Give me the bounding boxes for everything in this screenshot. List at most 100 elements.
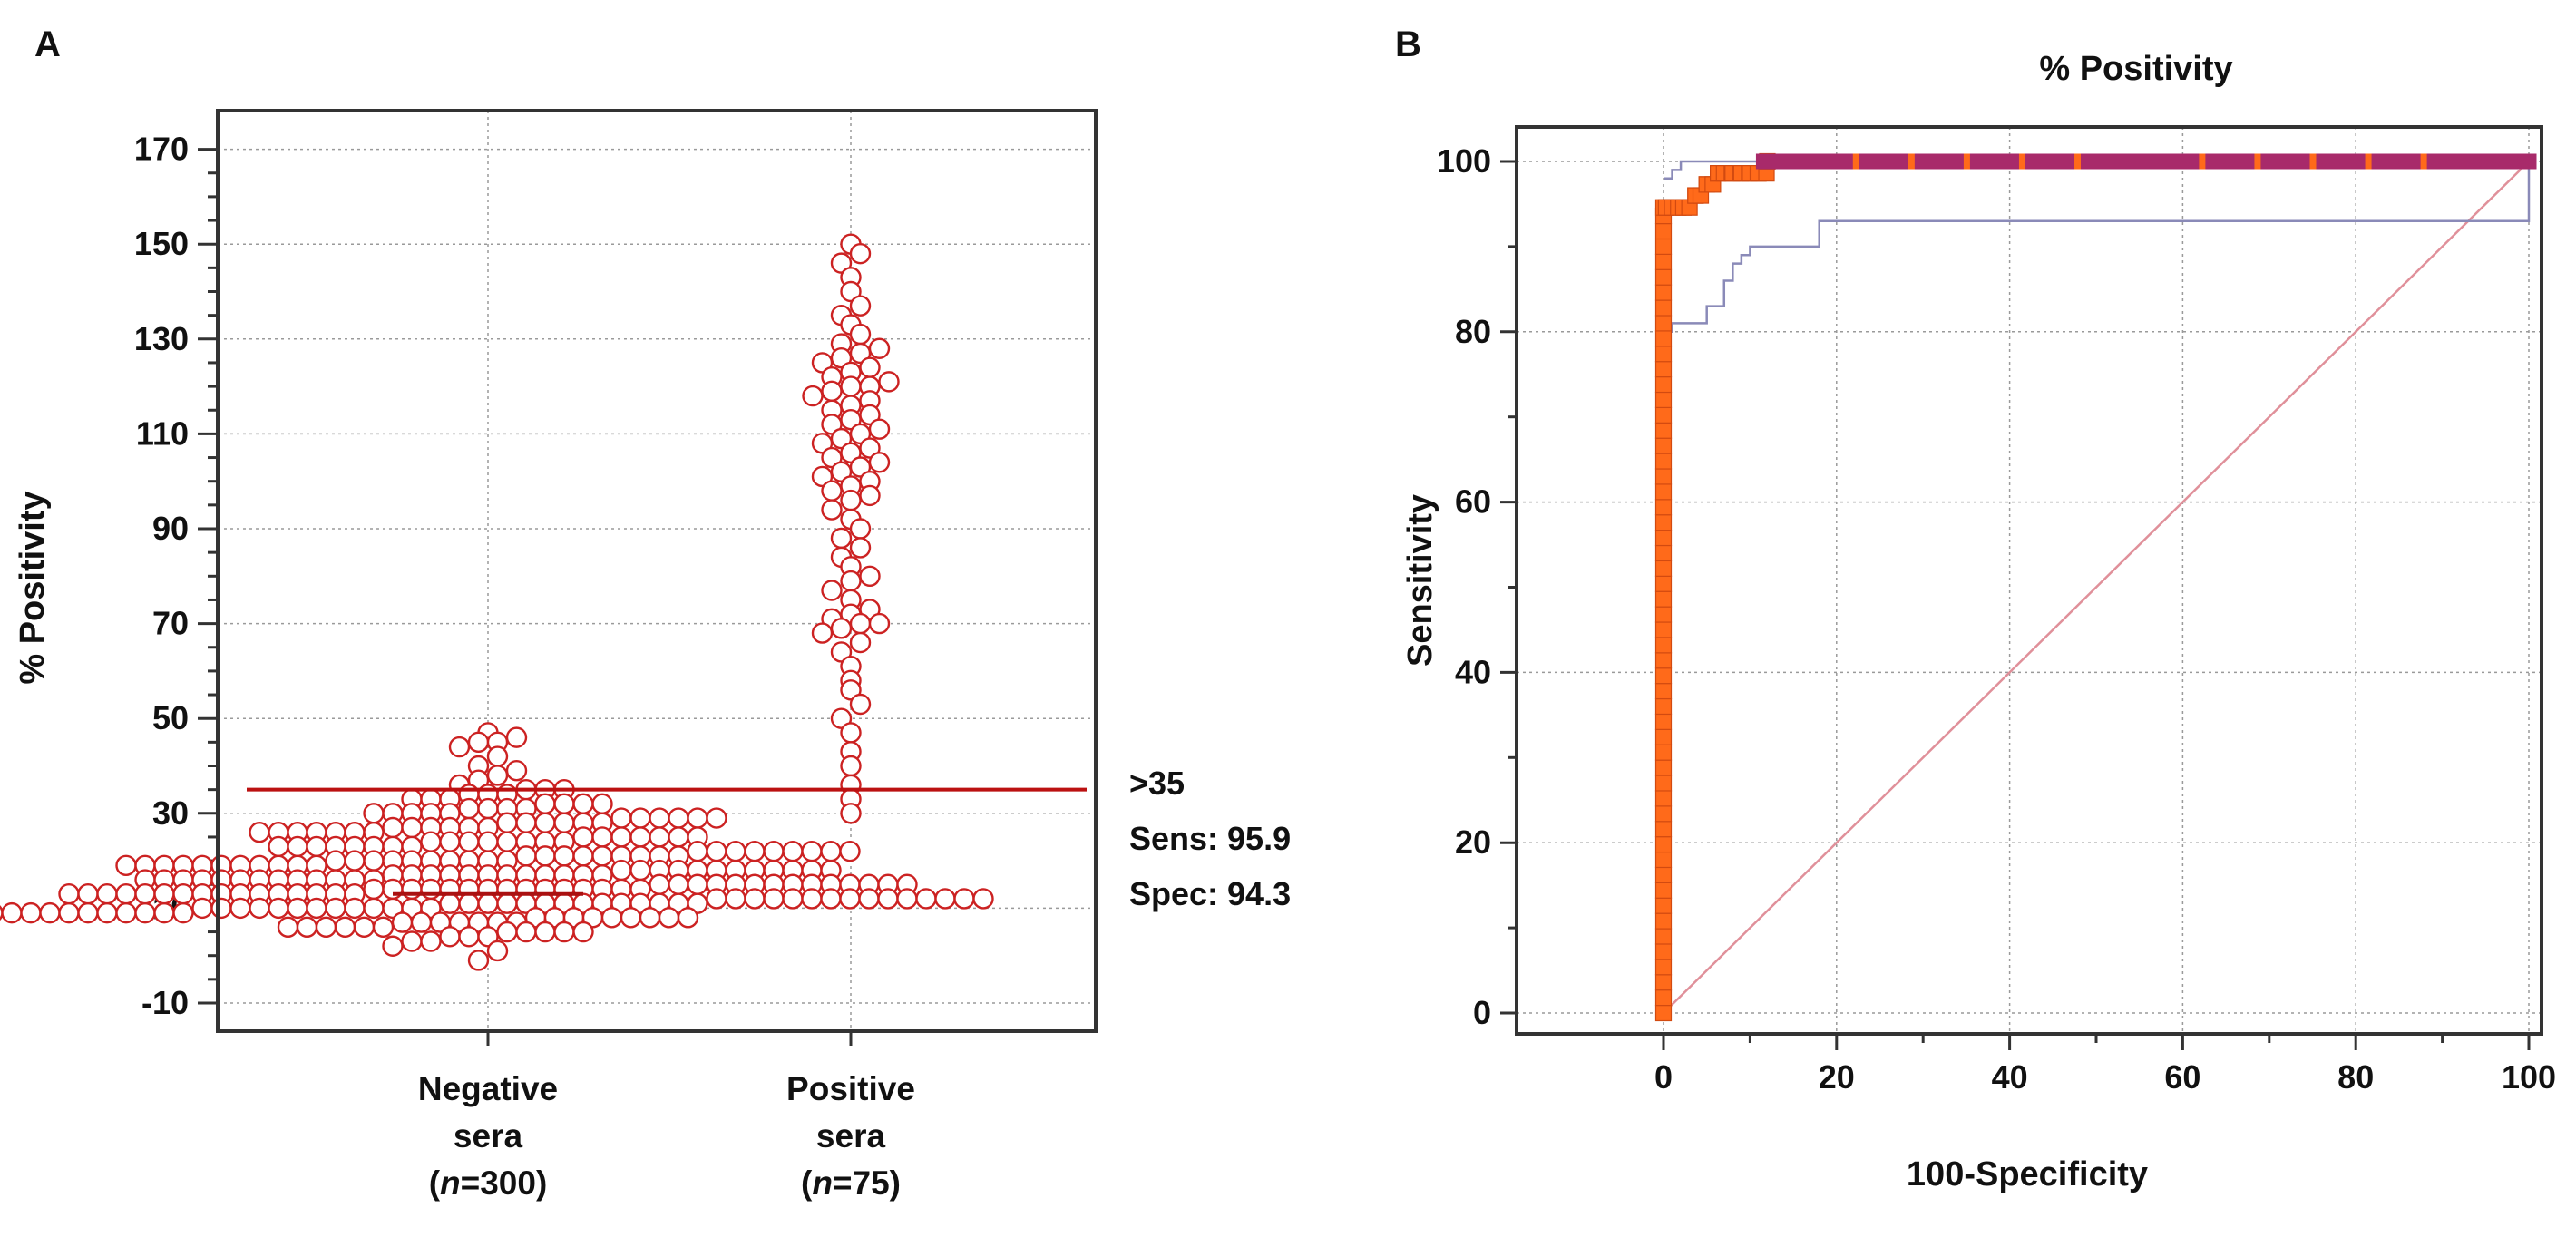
roc-marker [2088,153,2095,170]
ci-lower-bound [1664,161,2531,334]
roc-marker [1894,153,1901,170]
negative-sera-point [782,888,804,910]
roc-marker [1654,621,1673,638]
negative-sera-point [553,845,575,867]
roc-marker [1654,1004,1673,1022]
negative-sera-point [553,812,575,833]
panel-b-y-tick-label-4: 80 [1455,313,1491,350]
negative-sera-point [706,840,727,862]
roc-marker [1654,468,1673,485]
positive-sera-point [821,580,843,601]
roc-marker [1755,153,1762,170]
roc-marker [1880,153,1888,170]
roc-marker [2212,153,2220,170]
roc-marker [2406,153,2414,170]
negative-sera-point [496,831,518,852]
negative-sera-point [420,930,442,952]
negative-sera-point [467,731,490,754]
panel-b-x-tick-label-0: 0 [1654,1058,1673,1096]
negative-sera-point [363,850,385,872]
negative-sera-point [820,840,842,862]
negative-sera-point [639,907,661,929]
panel-a-tick-label-9: -10 [141,984,189,1021]
roc-marker [1654,483,1673,501]
roc-marker [1654,606,1673,623]
roc-marker [2018,153,2025,170]
panel-b-x-tick-label-2: 40 [1992,1058,2028,1096]
positive-sera-point [840,570,862,592]
negative-sera-point [401,816,423,839]
panel-a-tick-label-2: 130 [134,320,189,357]
negative-sera-point [410,911,433,933]
negative-sera-point [77,883,99,905]
roc-marker [2115,153,2122,170]
negative-sera-point [477,892,499,914]
positive-sera-point [849,323,872,346]
negative-sera-point [115,883,137,905]
negative-sera-point [668,807,689,829]
negative-sera-point [391,911,414,933]
negative-sera-point [115,901,137,924]
negative-sera-point [725,888,746,910]
negative-sera-point [439,831,461,852]
positive-sera-point [849,295,872,317]
roc-marker [2102,153,2109,170]
panel-label-a: A [34,24,61,64]
negative-sera-point [744,840,766,862]
negative-sera-point [649,807,670,829]
panel-b-y-tick-label-5: 100 [1437,142,1491,180]
roc-marker [1810,153,1818,170]
negative-sera-point [877,888,899,910]
positive-sera-point [849,537,872,559]
negative-sera-point [306,897,327,920]
roc-marker [1654,222,1673,240]
positive-sera-point [859,565,881,587]
negative-sera-point [687,807,708,829]
roc-marker [1654,912,1673,930]
roc-marker [1654,775,1673,792]
negative-sera-point [277,916,299,939]
negative-sera-point [610,807,632,829]
roc-marker [1654,897,1673,914]
panel-label-b: B [1395,24,1421,64]
negative-sera-point [296,916,318,939]
roc-marker [2517,153,2524,170]
panel-a-tick-label-6: 50 [152,699,189,736]
negative-sera-point [534,845,556,867]
roc-marker [2420,153,2427,170]
panel-a-tick-label-0: 170 [134,131,189,168]
negative-sera-point [534,793,556,815]
roc-marker [2033,153,2040,170]
category-label-line1-0: Negative [418,1070,558,1107]
roc-marker [1654,253,1673,270]
roc-marker [1991,153,1998,170]
roc-marker [1654,437,1673,454]
negative-sera-point [77,901,99,924]
negative-sera-point [382,935,404,957]
positive-sera-point [868,418,891,440]
negative-sera-point [20,901,42,924]
roc-marker [1654,866,1673,883]
roc-marker [1654,959,1673,976]
negative-sera-point [505,760,528,782]
negative-sera-point [210,897,232,920]
positive-sera-point [878,371,900,393]
negative-sera-point [649,873,670,895]
roc-marker [2005,153,2012,170]
negative-sera-point [268,835,289,858]
positive-sera-point [830,618,853,639]
roc-marker [2448,153,2455,170]
positive-sera-point [840,803,862,824]
panel-b-y-tick-label-1: 20 [1455,823,1491,861]
panel-b-y-tick-label-2: 40 [1455,653,1491,690]
roc-marker [2296,153,2303,170]
roc-marker [2046,153,2054,170]
negative-sera-point [668,826,689,848]
positive-sera-point [849,693,872,716]
negative-sera-point [382,878,404,901]
positive-sera-point [849,518,872,540]
roc-marker [1654,560,1673,577]
panel-b-x-ticks: 0 20 40 60 80 100 [1654,1034,2556,1096]
negative-sera-point [344,897,366,920]
